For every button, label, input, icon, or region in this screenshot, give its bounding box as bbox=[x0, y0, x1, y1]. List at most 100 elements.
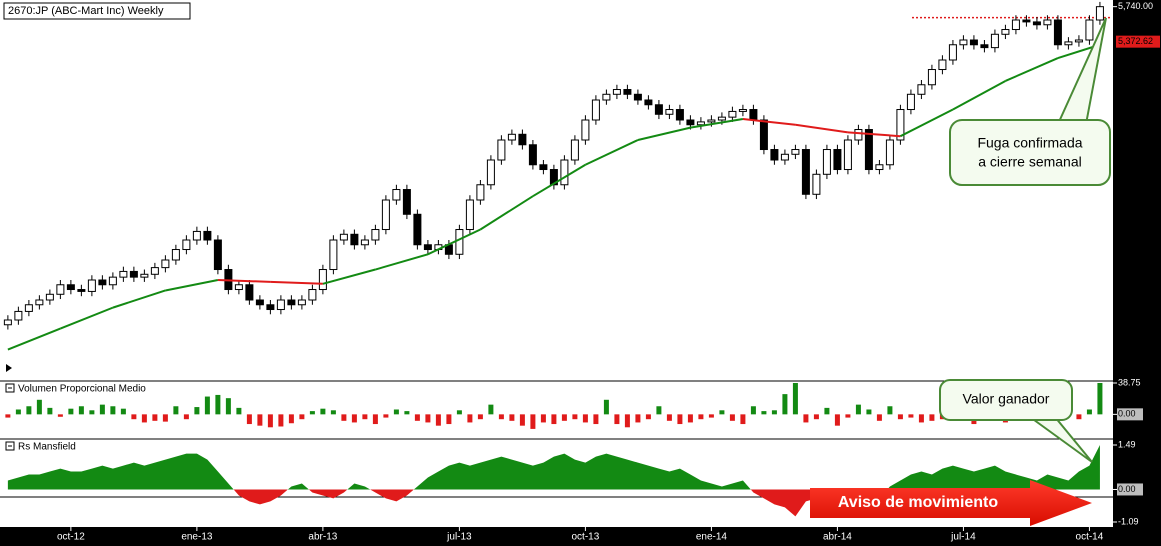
x-tick-label: abr-14 bbox=[823, 532, 852, 543]
volume-bar bbox=[908, 414, 914, 418]
candle-body bbox=[287, 299, 296, 306]
y-tick-label: 0.00 bbox=[1118, 409, 1136, 419]
x-tick-label: jul-13 bbox=[446, 532, 472, 543]
signal-text: Aviso de movimiento bbox=[838, 494, 999, 511]
volume-bar bbox=[834, 414, 840, 426]
candle-body bbox=[791, 149, 800, 155]
volume-bar bbox=[351, 414, 357, 423]
candle-body bbox=[686, 119, 695, 126]
candle-body bbox=[35, 299, 44, 306]
candle-body bbox=[1074, 39, 1083, 43]
volume-bar bbox=[15, 409, 21, 415]
volume-bar bbox=[162, 414, 168, 422]
volume-bar bbox=[309, 411, 315, 415]
volume-bar bbox=[68, 408, 74, 415]
volume-bar bbox=[708, 414, 714, 418]
volume-bar bbox=[929, 414, 935, 421]
volume-bar bbox=[435, 414, 441, 426]
volume-bar bbox=[561, 414, 567, 421]
candle-body bbox=[171, 249, 180, 261]
date-axis-strip bbox=[0, 527, 1161, 546]
candle-body bbox=[3, 319, 12, 326]
candle-body bbox=[318, 269, 327, 291]
candle-body bbox=[360, 239, 369, 246]
candle-body bbox=[623, 89, 632, 95]
volume-bar bbox=[26, 406, 32, 415]
volume-bar bbox=[551, 414, 557, 425]
volume-bar bbox=[698, 414, 704, 420]
candle-body bbox=[1085, 19, 1094, 41]
candle-body bbox=[570, 139, 579, 161]
volume-bar bbox=[918, 414, 924, 423]
candle-body bbox=[1043, 19, 1052, 26]
volume-bar bbox=[740, 414, 746, 425]
volume-bar bbox=[78, 406, 84, 415]
volume-bar bbox=[750, 406, 756, 415]
panel-title: Volumen Proporcional Medio bbox=[18, 384, 146, 395]
volume-bar bbox=[519, 414, 525, 426]
candle-body bbox=[581, 119, 590, 141]
candle-body bbox=[528, 144, 537, 166]
volume-bar bbox=[1097, 383, 1103, 415]
volume-bar bbox=[824, 407, 830, 415]
candle-body bbox=[854, 129, 863, 141]
candle-body bbox=[140, 273, 149, 278]
x-tick-label: oct-14 bbox=[1076, 532, 1104, 543]
moving-average bbox=[584, 139, 639, 166]
candle-body bbox=[1022, 19, 1031, 23]
candle-body bbox=[350, 233, 359, 246]
candle-body bbox=[707, 119, 716, 123]
volume-bar bbox=[57, 414, 63, 417]
volume-bar bbox=[257, 414, 263, 426]
moving-average bbox=[795, 123, 849, 134]
moving-average bbox=[375, 253, 429, 271]
candle-body bbox=[749, 109, 758, 121]
volume-bar bbox=[803, 414, 809, 423]
volume-bar bbox=[47, 407, 53, 415]
volume-bar bbox=[572, 414, 578, 420]
volume-bar bbox=[509, 414, 515, 421]
volume-bar bbox=[876, 414, 882, 421]
candle-body bbox=[990, 33, 999, 49]
candle-body bbox=[129, 270, 138, 278]
candle-body bbox=[864, 129, 873, 171]
candle-body bbox=[602, 93, 611, 101]
moving-average bbox=[479, 195, 534, 231]
volume-bar bbox=[288, 414, 294, 424]
candle-body bbox=[182, 239, 191, 251]
candle-body bbox=[728, 110, 737, 118]
candle-body bbox=[843, 139, 852, 171]
volume-bar bbox=[603, 399, 609, 415]
moving-average bbox=[112, 289, 166, 309]
x-tick-label: oct-12 bbox=[57, 532, 85, 543]
moving-average bbox=[427, 228, 481, 256]
candle-body bbox=[455, 229, 464, 255]
candle-body bbox=[644, 99, 653, 106]
volume-bar bbox=[645, 414, 651, 420]
candle-body bbox=[518, 133, 527, 146]
title-box bbox=[3, 2, 191, 20]
candle-body bbox=[1095, 6, 1104, 21]
y-tick-label: 1.49 bbox=[1118, 439, 1136, 449]
candle-body bbox=[896, 109, 905, 141]
volume-bar bbox=[540, 414, 546, 423]
volume-bar bbox=[677, 414, 683, 425]
volume-bar bbox=[845, 414, 851, 418]
moving-average bbox=[7, 327, 61, 351]
volume-bar bbox=[383, 414, 389, 418]
candle-body bbox=[917, 84, 926, 95]
volume-bar bbox=[299, 414, 305, 420]
volume-bar bbox=[446, 414, 452, 425]
volume-bar bbox=[782, 394, 788, 415]
candle-body bbox=[1001, 29, 1010, 35]
moving-average bbox=[60, 306, 114, 330]
volume-bar bbox=[99, 404, 105, 415]
y-tick-label: 5,740.00 bbox=[1118, 1, 1153, 11]
volume-bar bbox=[330, 410, 336, 415]
volume-bar bbox=[204, 396, 210, 415]
volume-bar bbox=[624, 414, 630, 428]
y-tick-label: 0.00 bbox=[1118, 484, 1136, 494]
candle-body bbox=[266, 304, 275, 311]
volume-bar bbox=[215, 394, 221, 415]
